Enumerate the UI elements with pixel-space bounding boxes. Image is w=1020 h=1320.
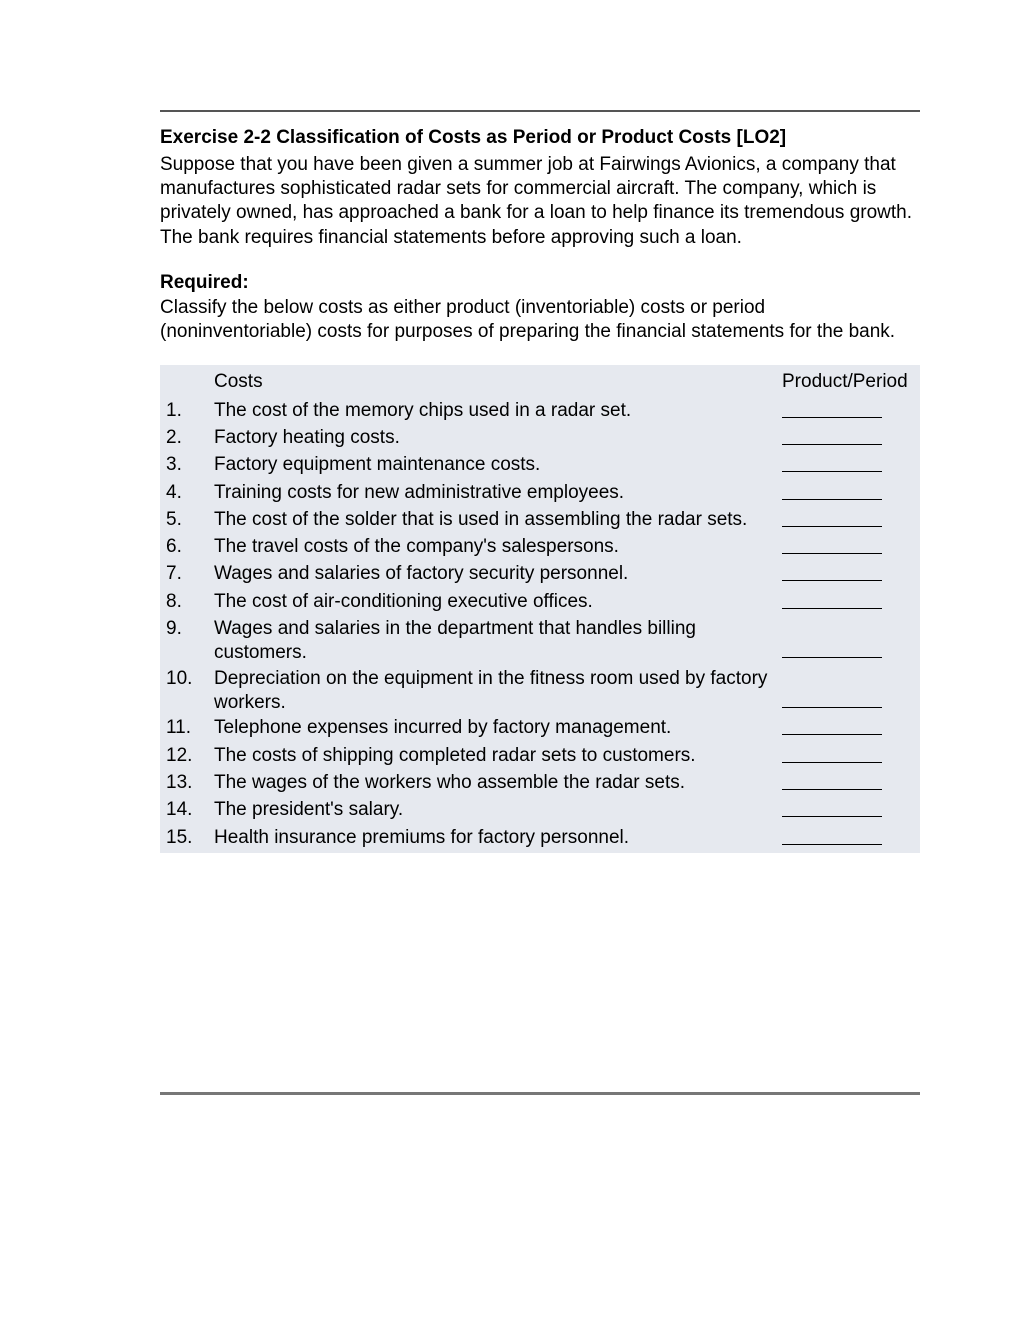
answer-underline	[782, 562, 882, 581]
table-row: 11.Telephone expenses incurred by factor…	[160, 716, 920, 743]
answer-underline	[782, 744, 882, 763]
table-row: 13.The wages of the workers who assemble…	[160, 771, 920, 798]
row-number: 4.	[160, 481, 212, 508]
answer-underline	[782, 639, 882, 658]
row-number: 8.	[160, 590, 212, 617]
row-answer-blank[interactable]	[780, 426, 920, 453]
row-answer-blank[interactable]	[780, 508, 920, 535]
table-row: 5.The cost of the solder that is used in…	[160, 508, 920, 535]
table-row: 8.The cost of air-conditioning executive…	[160, 590, 920, 617]
header-answer: Product/Period	[780, 365, 920, 399]
row-cost-text: Health insurance premiums for factory pe…	[212, 826, 780, 853]
row-cost-text: Factory equipment maintenance costs.	[212, 453, 780, 480]
answer-underline	[782, 826, 882, 845]
row-cost-text: Depreciation on the equipment in the fit…	[212, 667, 780, 717]
row-number: 7.	[160, 562, 212, 589]
bottom-rule-wrap	[160, 1092, 920, 1095]
row-answer-blank[interactable]	[780, 617, 920, 667]
row-number: 6.	[160, 535, 212, 562]
row-number: 15.	[160, 826, 212, 853]
answer-underline	[782, 716, 882, 735]
header-costs: Costs	[212, 365, 780, 399]
row-number: 14.	[160, 798, 212, 825]
table-row: 10.Depreciation on the equipment in the …	[160, 667, 920, 717]
row-number: 13.	[160, 771, 212, 798]
row-answer-blank[interactable]	[780, 744, 920, 771]
row-number: 3.	[160, 453, 212, 480]
row-number: 1.	[160, 399, 212, 426]
answer-underline	[782, 481, 882, 500]
row-number: 12.	[160, 744, 212, 771]
row-number: 10.	[160, 667, 212, 717]
answer-underline	[782, 426, 882, 445]
row-cost-text: Wages and salaries of factory security p…	[212, 562, 780, 589]
row-cost-text: The cost of the memory chips used in a r…	[212, 399, 780, 426]
table-header-row: Costs Product/Period	[160, 365, 920, 399]
answer-underline	[782, 689, 882, 708]
cost-table: Costs Product/Period 1.The cost of the m…	[160, 365, 920, 853]
table-row: 9.Wages and salaries in the department t…	[160, 617, 920, 667]
intro-paragraph: Suppose that you have been given a summe…	[160, 153, 920, 250]
top-rule	[160, 110, 920, 112]
table-row: 7.Wages and salaries of factory security…	[160, 562, 920, 589]
row-cost-text: The president's salary.	[212, 798, 780, 825]
table-row: 12.The costs of shipping completed radar…	[160, 744, 920, 771]
answer-underline	[782, 399, 882, 418]
answer-underline	[782, 798, 882, 817]
row-answer-blank[interactable]	[780, 798, 920, 825]
table-row: 2.Factory heating costs.	[160, 426, 920, 453]
cost-table-wrap: Costs Product/Period 1.The cost of the m…	[160, 365, 920, 853]
answer-underline	[782, 535, 882, 554]
row-cost-text: The wages of the workers who assemble th…	[212, 771, 780, 798]
row-answer-blank[interactable]	[780, 453, 920, 480]
row-number: 5.	[160, 508, 212, 535]
row-number: 9.	[160, 617, 212, 667]
table-row: 3.Factory equipment maintenance costs.	[160, 453, 920, 480]
row-answer-blank[interactable]	[780, 826, 920, 853]
table-row: 15.Health insurance premiums for factory…	[160, 826, 920, 853]
answer-underline	[782, 453, 882, 472]
table-row: 4.Training costs for new administrative …	[160, 481, 920, 508]
row-answer-blank[interactable]	[780, 535, 920, 562]
answer-underline	[782, 590, 882, 609]
row-cost-text: Telephone expenses incurred by factory m…	[212, 716, 780, 743]
row-cost-text: The cost of the solder that is used in a…	[212, 508, 780, 535]
row-cost-text: The travel costs of the company's salesp…	[212, 535, 780, 562]
header-number	[160, 365, 212, 399]
row-number: 2.	[160, 426, 212, 453]
answer-underline	[782, 508, 882, 527]
row-answer-blank[interactable]	[780, 667, 920, 717]
answer-underline	[782, 771, 882, 790]
table-row: 1.The cost of the memory chips used in a…	[160, 399, 920, 426]
row-cost-text: The cost of air-conditioning executive o…	[212, 590, 780, 617]
row-answer-blank[interactable]	[780, 562, 920, 589]
row-cost-text: Factory heating costs.	[212, 426, 780, 453]
row-cost-text: Wages and salaries in the department tha…	[212, 617, 780, 667]
required-instructions: Classify the below costs as either produ…	[160, 296, 920, 345]
bottom-rule	[160, 1092, 920, 1095]
table-row: 14.The president's salary.	[160, 798, 920, 825]
row-answer-blank[interactable]	[780, 771, 920, 798]
required-label: Required:	[160, 272, 920, 294]
row-number: 11.	[160, 716, 212, 743]
row-answer-blank[interactable]	[780, 716, 920, 743]
row-cost-text: Training costs for new administrative em…	[212, 481, 780, 508]
table-row: 6.The travel costs of the company's sale…	[160, 535, 920, 562]
row-answer-blank[interactable]	[780, 590, 920, 617]
row-cost-text: The costs of shipping completed radar se…	[212, 744, 780, 771]
page-content: Exercise 2-2 Classification of Costs as …	[160, 110, 920, 853]
exercise-title: Exercise 2-2 Classification of Costs as …	[160, 126, 920, 151]
row-answer-blank[interactable]	[780, 481, 920, 508]
row-answer-blank[interactable]	[780, 399, 920, 426]
